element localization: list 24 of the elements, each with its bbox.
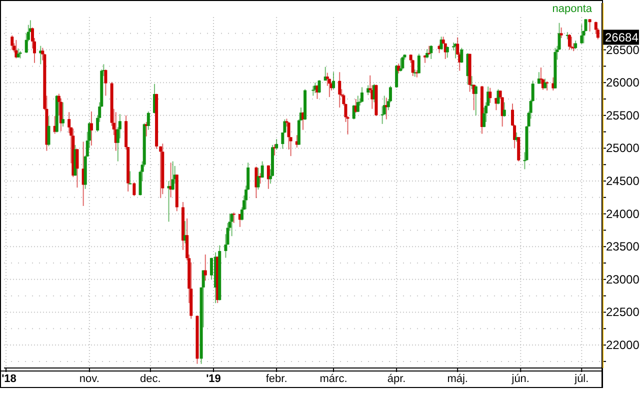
candlestick — [452, 42, 456, 51]
candlestick — [517, 136, 520, 162]
x-tick-label: febr. — [266, 373, 288, 385]
y-tick-label: 23500 — [606, 240, 640, 254]
chart-subtitle: naponta — [552, 3, 593, 15]
x-tick-label: dec. — [140, 373, 161, 385]
x-tick-label: ápr. — [387, 373, 406, 385]
y-tick-label: 22000 — [606, 338, 640, 352]
x-tick-label: júl. — [574, 373, 589, 385]
y-tick-label: 26000 — [606, 76, 640, 90]
y-tick-label: 24500 — [606, 174, 640, 188]
annotation: 26684 — [605, 30, 639, 45]
x-tick-label: nov. — [79, 373, 100, 385]
y-tick-label: 22500 — [606, 305, 640, 320]
x-tick-label: márc. — [320, 373, 348, 385]
x-tick-label: máj. — [447, 373, 468, 385]
y-tick-label: 24000 — [606, 206, 640, 221]
y-tick-label: 25500 — [606, 108, 640, 122]
x-tick-label: '19 — [206, 373, 221, 385]
y-tick-label: 23000 — [606, 272, 640, 286]
y-tick-label: 26500 — [606, 42, 640, 57]
y-tick-label: 25000 — [606, 141, 640, 156]
x-tick-label: '18 — [2, 373, 16, 385]
x-tick-label: jún. — [510, 373, 530, 385]
